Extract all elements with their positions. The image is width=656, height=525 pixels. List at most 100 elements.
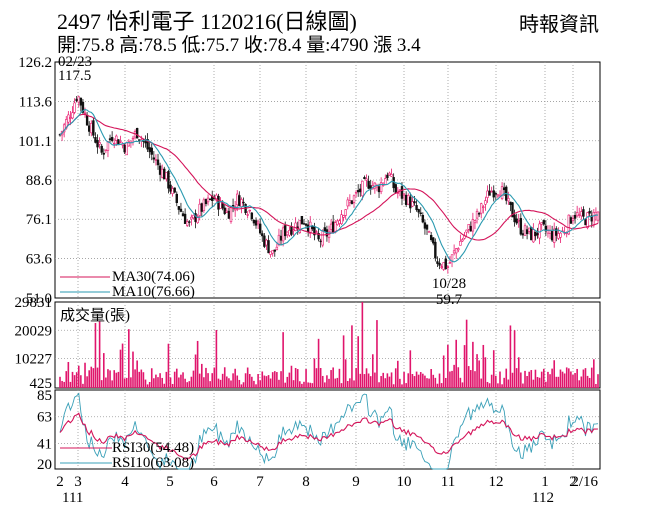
volume-bar [280,371,282,388]
volume-bar [267,375,270,388]
candle-body [302,223,306,225]
candle-body [594,211,598,216]
ma10-line [59,109,598,263]
volume-bar [386,373,389,388]
volume-bar [153,378,155,388]
candle-body [269,251,272,255]
candle-body [150,147,153,155]
volume-bar [495,375,497,388]
volume-bar [561,371,564,388]
low-annotation-date: 10/28 [432,276,466,292]
volume-bar [426,378,428,388]
volume-bar [221,373,224,388]
candle-body [407,195,410,205]
volume-bar [484,357,487,388]
candle-body [96,140,99,148]
volume-bar [105,377,107,388]
volume-bar [457,367,460,388]
volume-bar [128,329,130,388]
candle-body [113,142,116,145]
panel-frames [54,61,601,470]
x-tick-label: 7 [256,474,264,490]
volume-bar [313,358,316,388]
candle-body [352,195,356,203]
candle-body [75,98,78,102]
volume-bar [324,382,326,388]
volume-bar [405,383,407,388]
legends: MA30(74.06)MA10(76.66) 成交量(張) RSI30(54.48)… [60,269,195,471]
candle-body [87,125,91,132]
volume-bar [413,376,416,388]
candle-body [348,200,352,204]
candle-body [432,237,435,244]
volume-bar [530,370,533,388]
volume-bar [482,344,485,388]
candle-body [440,266,443,268]
volume-bar [213,367,216,388]
candle-body [513,214,516,223]
volume-bar [415,371,418,388]
volume-bar [251,376,253,388]
volume-bar [434,377,437,388]
volume-bar [255,384,257,388]
candle-body [175,193,178,204]
volume-bar [424,375,426,388]
volume-bar [371,354,374,388]
candle-body [329,223,333,230]
volume-bar [528,371,530,388]
candle-body [286,231,289,236]
candle-body [584,219,587,226]
volume-bar [69,381,72,388]
volume-bar [115,372,118,388]
candle-body [573,214,577,219]
candle-body [85,114,89,126]
volume-bar [505,368,508,388]
volume-bar [463,345,466,388]
volume-bar [328,378,330,388]
volume-bar [65,371,68,388]
volume-bar [534,369,537,388]
volume-bar [234,368,236,388]
volume-bar [422,373,424,388]
candle-body [246,214,249,216]
candle-body [490,190,493,193]
volume-bar [509,325,512,388]
volume-bar [330,370,332,388]
volume-bar [351,325,353,388]
volume-bar [73,375,76,388]
candle-body [248,209,251,212]
candle-body [596,211,600,221]
candle-body [525,229,529,234]
volume-bar [474,371,476,388]
volume-bar [334,378,337,388]
volume-bar [63,381,65,388]
candle-body [102,152,105,155]
volume-bar [430,369,432,388]
candle-body [346,199,349,207]
price-y-tick: 113.6 [19,95,53,111]
candle-body [557,233,560,239]
chart-title: 2497 怡利電子 1120216(日線圖) [57,9,357,34]
volume-bar [409,350,412,388]
volume-bars [59,302,599,388]
candle-body [553,228,556,243]
volume-bar [257,374,259,388]
candle-body [94,137,97,143]
volume-bar [436,383,439,388]
volume-bar [134,369,136,388]
x-tick-label: 8 [302,474,310,490]
candle-body [502,187,506,191]
candle-body [354,192,358,194]
volume-bar [392,384,395,388]
candle-body [338,220,341,224]
volume-bar [428,378,430,388]
candle-body [580,211,583,217]
candle-body [442,262,445,270]
candle-body [177,206,181,210]
volume-bar [507,379,510,388]
volume-bar [140,369,143,388]
volume-bar [194,354,197,388]
candle-body [223,207,226,214]
volume-bar [553,360,556,388]
volume-bar [517,357,520,388]
